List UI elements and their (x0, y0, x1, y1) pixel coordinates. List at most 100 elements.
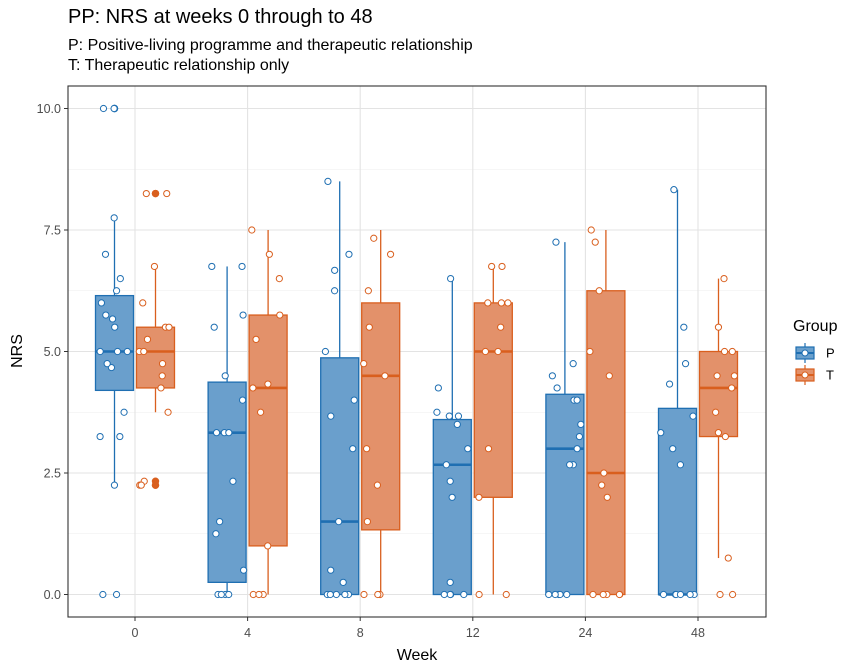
chart-subtitle-line-1: P: Positive-living programme and therape… (68, 37, 473, 54)
box-P-week-0 (94, 294, 135, 392)
box-T-week-24 (586, 290, 626, 596)
y-tick-label: 5.0 (44, 345, 61, 359)
data-point (595, 287, 603, 295)
data-point (264, 542, 272, 550)
chart-subtitle-line-2: T: Therapeutic relationship only (68, 57, 290, 74)
data-point (464, 445, 472, 453)
data-point (373, 481, 382, 489)
data-point (139, 299, 147, 307)
data-point (349, 445, 357, 453)
data-point (374, 590, 382, 599)
data-point (225, 429, 233, 437)
data-point (335, 518, 343, 526)
data-point (164, 408, 172, 416)
box-T-week-0 (135, 326, 176, 389)
data-point (108, 315, 117, 323)
data-point (446, 590, 454, 599)
data-point (255, 590, 263, 599)
data-point (460, 590, 468, 599)
data-point (327, 412, 335, 420)
data-point (331, 287, 339, 295)
data-point (212, 429, 221, 437)
data-point (475, 590, 483, 599)
data-point (720, 347, 729, 356)
box-P-week-8 (320, 357, 360, 596)
data-point (252, 335, 260, 343)
data-point (497, 299, 506, 307)
data-point (446, 578, 454, 586)
data-point (110, 104, 118, 113)
data-point (158, 360, 167, 368)
x-tick-label: 12 (466, 626, 480, 640)
x-tick-label: 24 (578, 626, 592, 640)
legend-title: Group (793, 318, 838, 335)
data-point (143, 335, 152, 343)
data-point (552, 238, 560, 246)
data-point (339, 578, 347, 586)
data-point (107, 363, 116, 372)
data-point (669, 445, 677, 453)
data-point (573, 445, 581, 453)
data-point (360, 360, 368, 368)
data-point (116, 275, 124, 283)
data-point (210, 323, 218, 331)
data-point (163, 189, 171, 198)
data-point (113, 347, 122, 356)
data-point (240, 566, 248, 574)
box-P-week-4 (207, 381, 247, 584)
box-P-week-24 (545, 393, 585, 596)
data-point (728, 384, 736, 392)
data-point (99, 590, 107, 599)
outlier-point (151, 189, 160, 198)
data-point (676, 590, 685, 599)
data-point (716, 590, 724, 599)
chart-title: PP: NRS at weeks 0 through to 48 (68, 6, 373, 28)
data-point (324, 177, 332, 185)
data-point (158, 372, 166, 380)
data-point (221, 372, 229, 380)
data-point (216, 518, 224, 526)
y-tick-label: 7.5 (44, 224, 61, 238)
data-point (605, 372, 613, 380)
data-point (680, 323, 688, 331)
legend-label-P: P (826, 346, 835, 361)
y-axis-title: NRS (9, 334, 26, 368)
data-point (670, 186, 678, 194)
data-point (249, 384, 257, 392)
data-point (381, 372, 389, 380)
data-point (453, 420, 461, 428)
data-point (575, 432, 584, 441)
data-point (275, 275, 283, 283)
data-point (434, 384, 442, 392)
data-point (321, 347, 330, 356)
data-point (332, 590, 340, 599)
data-point (326, 590, 334, 599)
data-point (504, 299, 512, 307)
data-point (112, 287, 121, 295)
data-point (229, 477, 237, 485)
data-point (433, 408, 441, 416)
data-point (686, 590, 694, 599)
data-point (442, 461, 450, 469)
data-point (728, 347, 736, 356)
data-point (137, 481, 145, 489)
data-point (676, 461, 685, 469)
y-tick-label: 0.0 (44, 588, 61, 602)
data-point (566, 461, 574, 469)
data-point (589, 590, 597, 599)
data-point (101, 250, 110, 258)
data-point (577, 420, 585, 428)
data-point (502, 590, 510, 599)
data-point (165, 323, 173, 331)
data-point (498, 262, 506, 271)
x-tick-label: 8 (357, 626, 364, 640)
data-point (225, 590, 233, 599)
data-point (110, 481, 119, 489)
box-T-week-48 (698, 350, 739, 438)
data-point (586, 347, 594, 356)
legend-key-point (801, 371, 809, 379)
data-point (157, 384, 165, 392)
data-point (729, 590, 737, 599)
data-point (212, 530, 220, 538)
